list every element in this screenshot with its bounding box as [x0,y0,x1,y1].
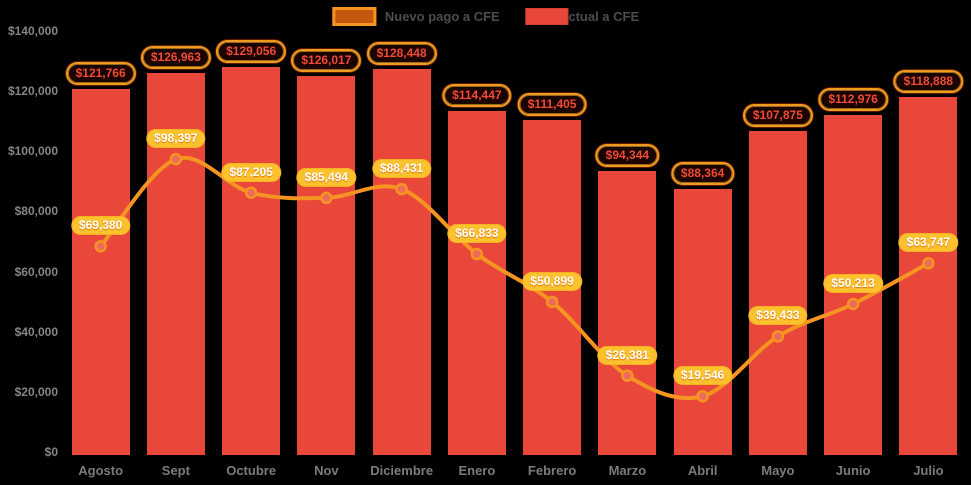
line-value-label-enero: $66,833 [447,224,507,244]
x-axis-label-sept: Sept [161,463,190,478]
bar-nov[interactable] [297,76,356,455]
bar-agosto[interactable] [71,88,130,455]
x-axis-label-agosto: Agosto [78,463,124,478]
legend-item-pago-actual[interactable]: Pago actual a CFE [525,8,639,25]
x-axis-label-octubre: Octubre [226,463,277,478]
x-axis-label-nov: Nov [314,463,339,478]
bar-series-swatch-icon [525,8,569,25]
line-value-label-junio: $50,213 [823,274,883,293]
line-value-label-marzo: $26,381 [597,345,658,365]
line-point-diciembre[interactable] [395,182,408,196]
x-axis-label-diciembre: Diciembre [370,463,434,478]
line-point-abril[interactable] [696,389,709,403]
legend-item-nuevo-pago[interactable]: Nuevo pago a CFE [331,7,500,26]
line-point-enero[interactable] [470,247,484,261]
bar-value-label-junio: $112,976 [818,88,888,112]
line-series-swatch-icon [331,7,376,26]
bar-value-label-febrero: $111,405 [517,92,587,116]
line-value-label-julio: $63,747 [898,233,959,253]
x-axis-label-abril: Abril [687,463,718,478]
bar-mayo[interactable] [748,130,807,455]
chart-legend: Nuevo pago a CFE Pago actual a CFE [331,7,639,26]
line-value-label-nov: $85,494 [296,167,357,187]
line-value-label-diciembre: $88,431 [371,159,432,179]
bar-julio[interactable] [899,97,958,455]
y-axis-label: $140,000 [7,24,58,38]
x-axis-label-julio: Julio [913,463,944,478]
bar-value-label-diciembre: $128,448 [366,41,437,65]
bar-value-label-julio: $118,888 [893,70,964,94]
x-axis-label-marzo: Marzo [608,463,647,478]
line-point-sept[interactable] [169,152,183,166]
x-axis-label-mayo: Mayo [761,463,795,478]
bar-abril[interactable] [673,189,732,455]
bar-value-label-mayo: $107,875 [742,103,813,127]
bar-marzo[interactable] [598,171,657,455]
y-axis-label: $60,000 [14,264,58,279]
line-point-junio[interactable] [846,297,860,311]
x-axis-label-febrero: Febrero [527,463,577,478]
line-point-agosto[interactable] [94,240,107,253]
bar-value-label-abril: $88,364 [670,162,735,186]
bar-value-label-sept: $126,963 [140,46,211,70]
bar-value-label-agosto: $121,766 [65,61,136,85]
bar-value-label-octubre: $129,056 [216,39,287,63]
line-point-mayo[interactable] [771,330,785,343]
line-point-nov[interactable] [320,191,333,205]
line-point-febrero[interactable] [545,295,559,309]
y-axis-label: $20,000 [14,384,58,399]
bar-value-label-enero: $114,447 [442,83,512,107]
y-axis-label: $0 [44,445,58,459]
line-point-marzo[interactable] [621,369,634,382]
bar-enero[interactable] [447,110,506,455]
legend-label: Nuevo pago a CFE [384,9,500,24]
line-value-label-octubre: $87,205 [221,162,281,182]
line-point-julio[interactable] [922,257,935,270]
y-axis-label: $100,000 [7,144,58,159]
line-point-octubre[interactable] [244,186,258,200]
x-axis-label-junio: Junio [835,463,871,478]
bar-diciembre[interactable] [372,68,431,455]
y-axis-label: $80,000 [14,204,58,219]
bar-value-label-nov: $126,017 [291,49,362,73]
line-value-label-agosto: $69,380 [70,216,131,236]
line-value-label-febrero: $50,899 [522,271,582,291]
x-axis-label-enero: Enero [458,463,496,478]
line-value-label-sept: $98,397 [146,129,206,149]
line-value-label-abril: $19,546 [672,366,733,386]
bar-octubre[interactable] [222,66,281,455]
line-value-label-mayo: $39,433 [748,306,808,326]
bar-value-label-marzo: $94,344 [595,144,660,168]
y-axis-label: $40,000 [14,324,58,339]
y-axis-label: $120,000 [7,84,58,99]
